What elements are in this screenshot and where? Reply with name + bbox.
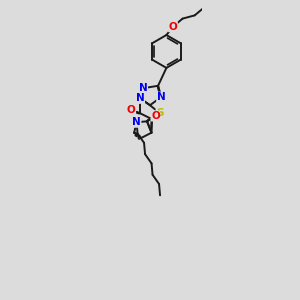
Text: O: O — [169, 22, 177, 32]
Text: N: N — [157, 92, 165, 102]
Text: N: N — [132, 117, 141, 127]
Text: S: S — [156, 108, 164, 118]
Text: N: N — [139, 83, 148, 93]
Text: O: O — [127, 105, 136, 115]
Text: O: O — [151, 111, 160, 121]
Text: N: N — [136, 93, 145, 103]
